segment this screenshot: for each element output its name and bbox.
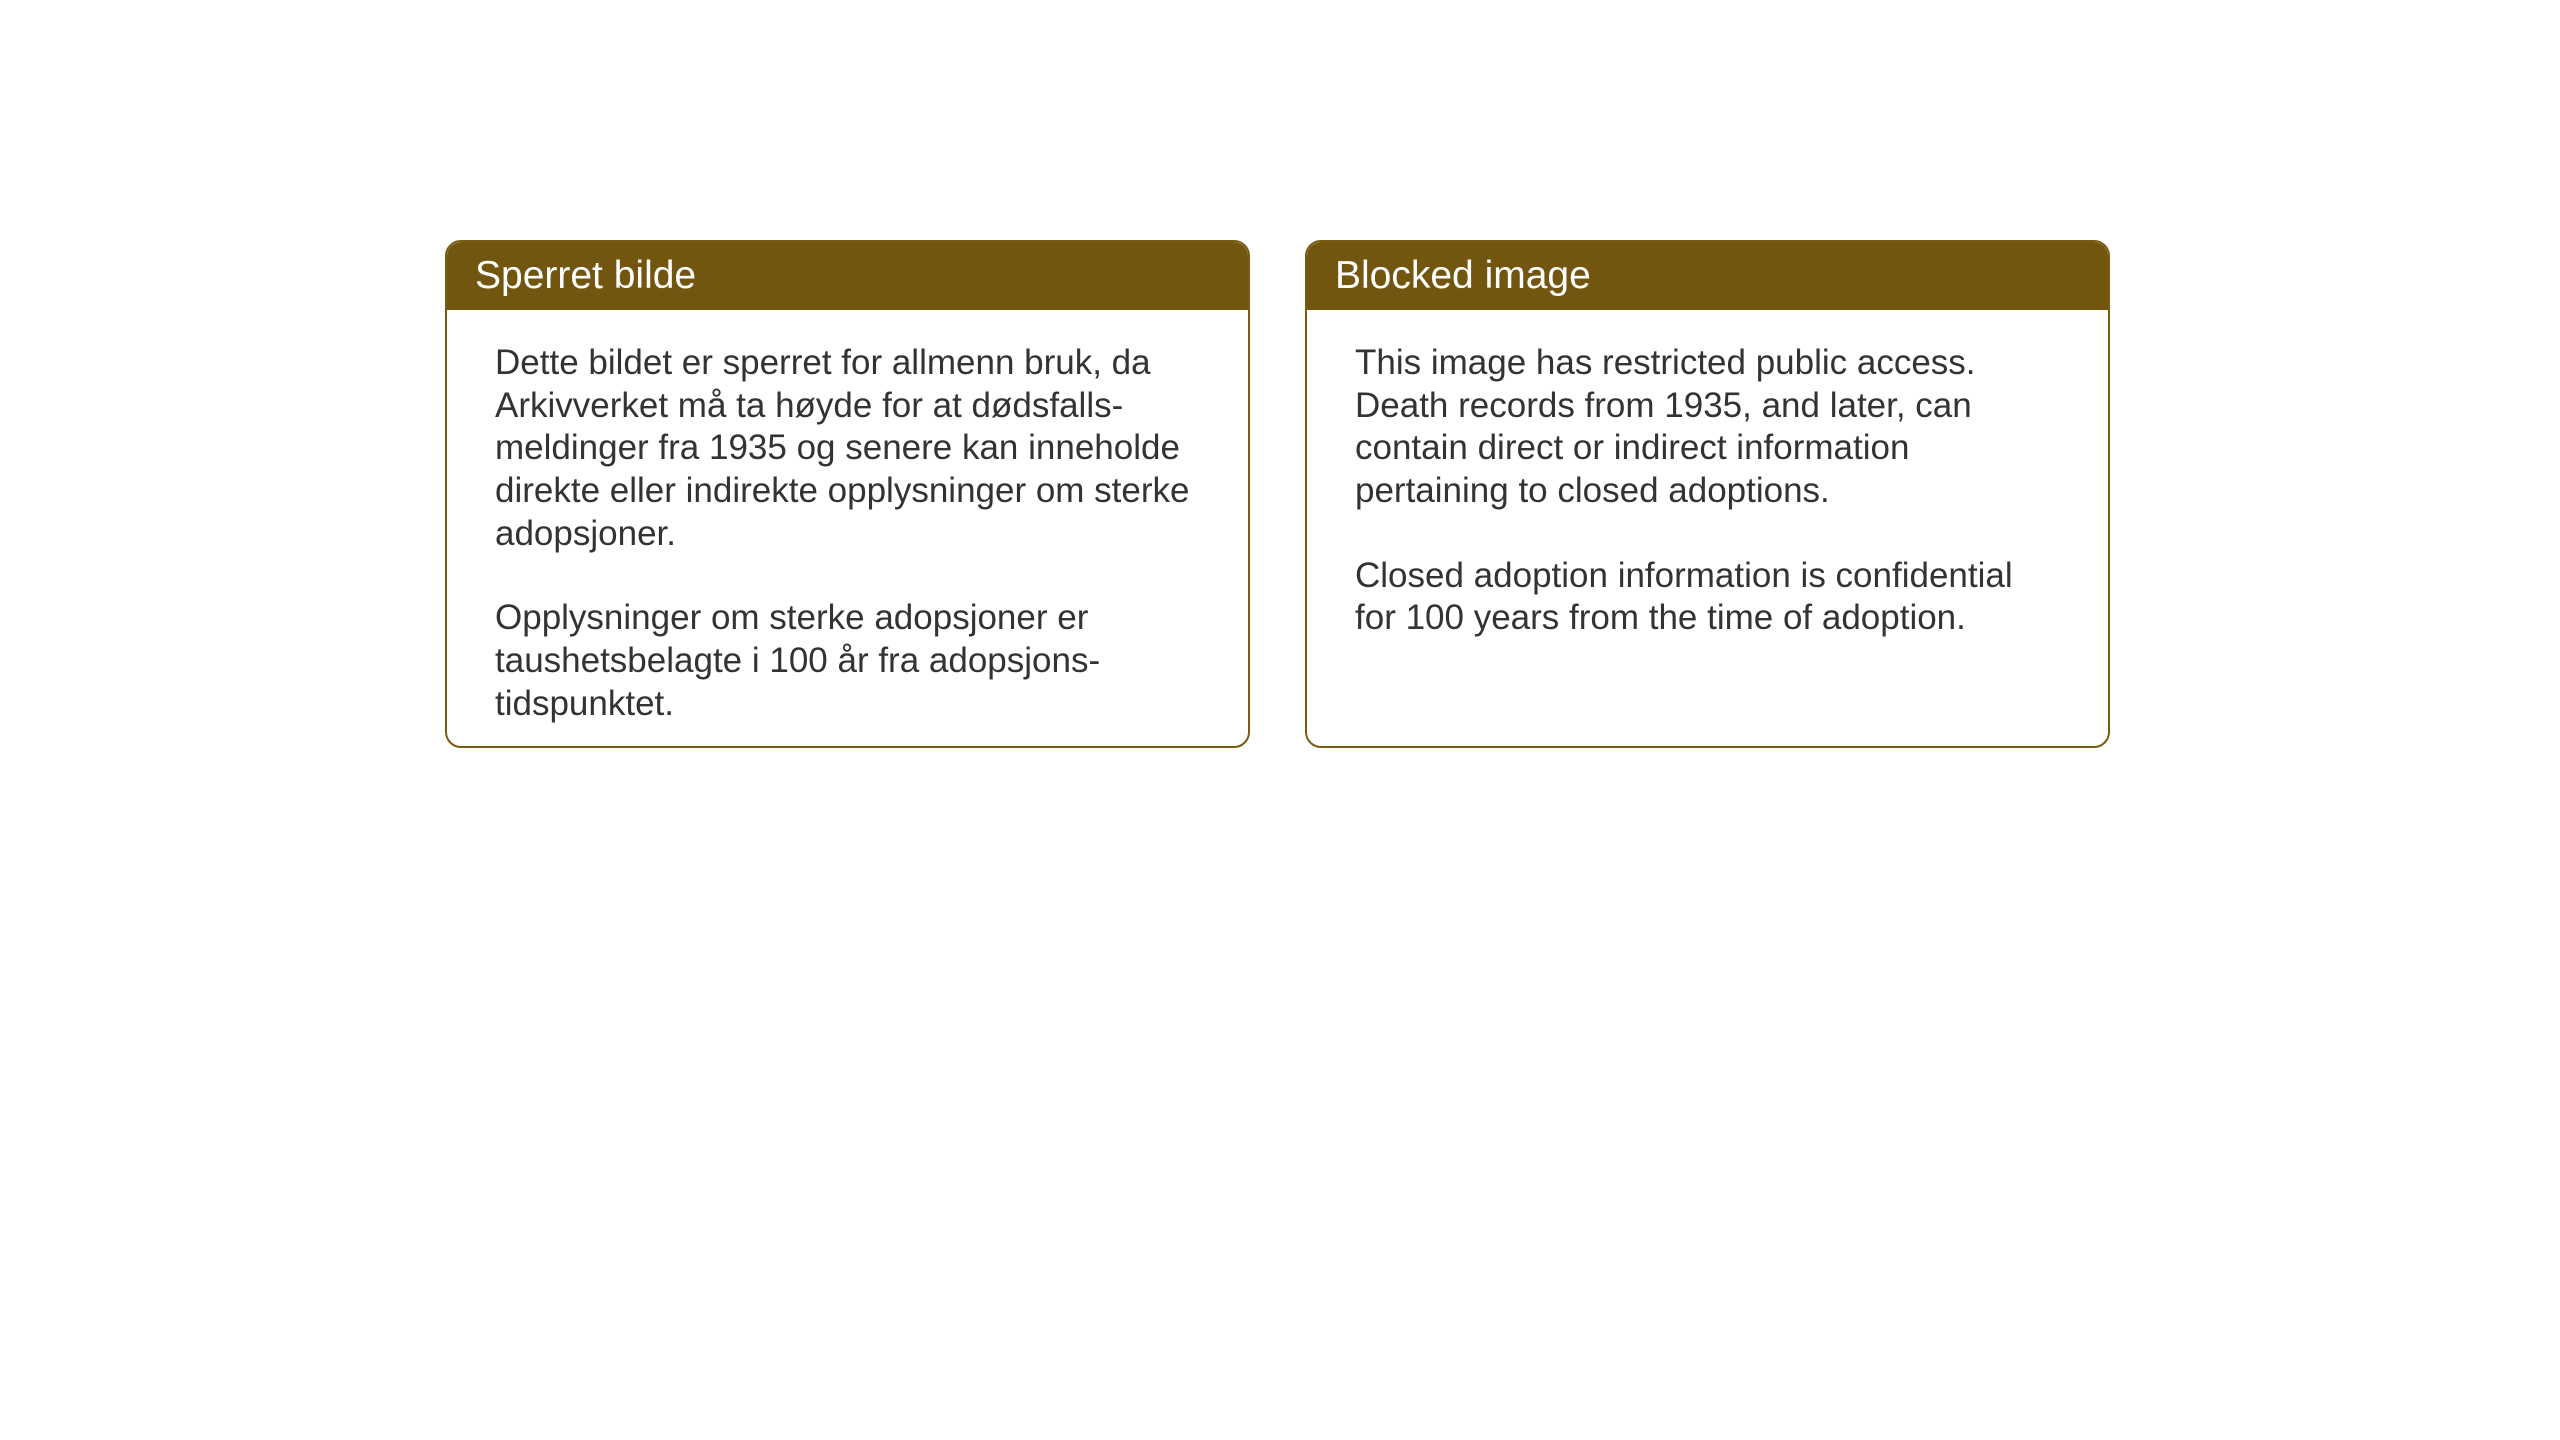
norwegian-card-header: Sperret bilde: [447, 242, 1248, 310]
english-card-header: Blocked image: [1307, 242, 2108, 310]
english-card: Blocked image This image has restricted …: [1305, 240, 2110, 748]
english-paragraph-1: This image has restricted public access.…: [1355, 342, 2060, 513]
norwegian-paragraph-1: Dette bildet er sperret for allmenn bruk…: [495, 342, 1200, 555]
norwegian-card: Sperret bilde Dette bildet er sperret fo…: [445, 240, 1250, 748]
english-card-body: This image has restricted public access.…: [1307, 310, 2108, 672]
norwegian-paragraph-2: Opplysninger om sterke adopsjoner er tau…: [495, 597, 1200, 725]
norwegian-card-body: Dette bildet er sperret for allmenn bruk…: [447, 310, 1248, 748]
english-paragraph-2: Closed adoption information is confident…: [1355, 555, 2060, 640]
norwegian-card-title: Sperret bilde: [475, 254, 696, 297]
english-card-title: Blocked image: [1335, 254, 1591, 297]
notice-container: Sperret bilde Dette bildet er sperret fo…: [445, 240, 2110, 748]
